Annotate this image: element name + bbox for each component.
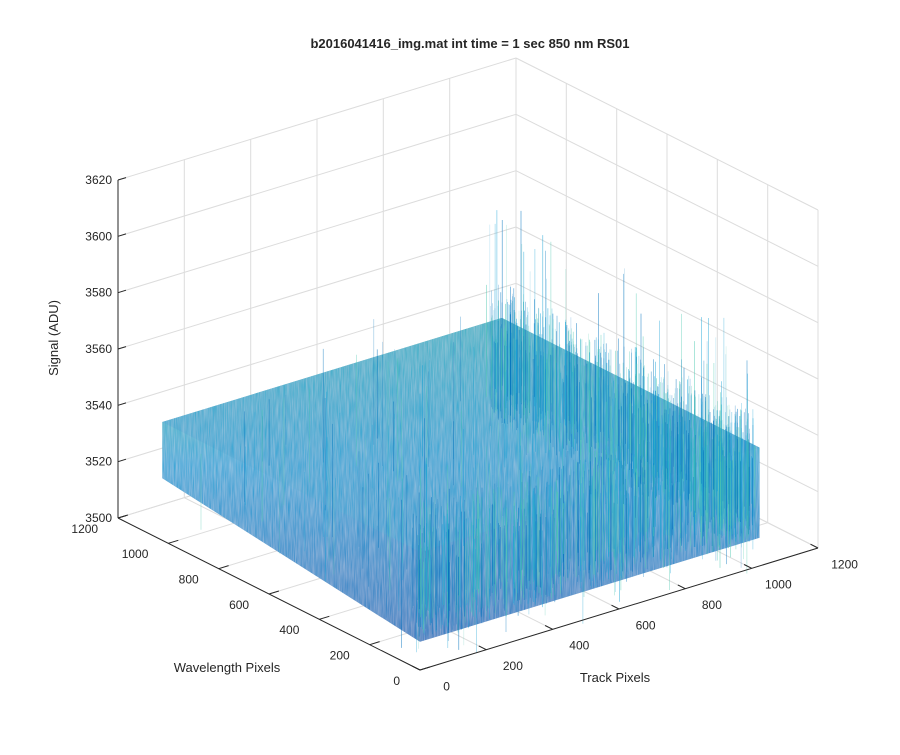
back-wall-grid-line <box>117 226 517 350</box>
z-tick <box>117 177 127 181</box>
y-tick-label: 800 <box>179 573 199 587</box>
y-tick <box>268 590 280 595</box>
z-tick-label: 3540 <box>85 398 112 412</box>
y-tick <box>319 615 330 620</box>
x-tick <box>478 645 487 651</box>
side-wall-grid-line <box>515 113 819 267</box>
y-tick <box>419 666 431 671</box>
side-wall-grid-line <box>515 170 819 324</box>
surface-top <box>162 317 760 552</box>
y-tick-label: 1000 <box>122 547 149 561</box>
noise-spikes <box>200 210 756 653</box>
x-tick-label: 600 <box>636 618 656 632</box>
side-wall-grid-line <box>515 282 819 436</box>
x-tick <box>412 665 421 671</box>
x-tick <box>544 625 553 630</box>
z-tick-label: 3600 <box>85 229 112 243</box>
z-tick <box>117 515 127 519</box>
y-tick <box>218 565 229 570</box>
axes: 0 200 400 600 800 1000 1200 0 200 400 600 800 1000 12… <box>71 173 858 693</box>
y-tick-label: 1200 <box>71 522 98 536</box>
x-tick-label: 200 <box>503 659 523 673</box>
z-tick <box>117 402 127 406</box>
y-tick-label: 400 <box>279 623 299 637</box>
z-tick-label: 3520 <box>85 455 112 469</box>
x-tick <box>611 604 620 610</box>
z-tick <box>117 233 127 237</box>
y-axis-label: Wavelength Pixels <box>174 660 281 675</box>
x-tick-label: 0 <box>443 679 450 693</box>
back-wall-grid-line <box>117 113 517 237</box>
z-tick <box>117 289 127 294</box>
z-tick <box>117 458 127 463</box>
x-tick <box>743 564 752 569</box>
y-tick-label: 200 <box>330 649 350 663</box>
x-tick-label: 800 <box>702 598 722 612</box>
y-tick <box>369 641 380 646</box>
side-wall-grid-line <box>515 57 819 211</box>
side-wall-grid-line <box>515 226 819 380</box>
surface <box>162 210 760 653</box>
y-tick-label: 600 <box>229 598 249 612</box>
z-tick-label: 3560 <box>85 342 112 356</box>
z-tick-label: 3500 <box>85 511 112 525</box>
z-tick <box>117 346 127 350</box>
x-tick <box>677 584 686 590</box>
x-tick <box>810 543 819 549</box>
back-wall-grid-line <box>117 57 517 181</box>
z-tick-label: 3620 <box>85 173 112 187</box>
z-tick-label: 3580 <box>85 286 112 300</box>
x-axis-label: Track Pixels <box>580 670 651 685</box>
chart-title: b2016041416_img.mat int time = 1 sec 850… <box>310 36 629 51</box>
x-tick-label: 1200 <box>831 557 858 571</box>
x-tick-label: 400 <box>569 639 589 653</box>
back-wall-grid-line <box>117 282 517 406</box>
back-wall-grid-line <box>117 170 517 294</box>
x-tick-label: 1000 <box>765 578 792 592</box>
y-tick-label: 0 <box>393 674 400 688</box>
z-axis-label: Signal (ADU) <box>46 300 61 376</box>
y-tick <box>168 539 179 544</box>
